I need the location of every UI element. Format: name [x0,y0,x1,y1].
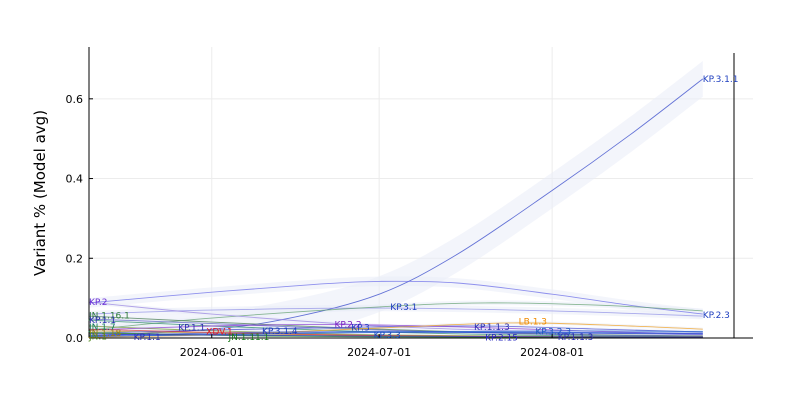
x-tick-label: 2024-07-01 [347,346,411,359]
band-JN.1.11.1 [89,331,703,338]
series-label: JN.1 [88,332,107,342]
y-tick-label: 0.6 [66,93,84,106]
series-label: KP.3.3 [374,331,401,341]
line-KP.3.1.1 [88,78,704,337]
band-KP.2.3 [89,276,703,319]
series-label: KP.1.1 [89,316,116,326]
series-label: KP.1.1.3 [474,323,510,333]
series-label: KP.2.2 [335,320,362,330]
line-KP.2.2 [88,323,703,335]
line-KP.1.1 [88,318,703,337]
series-label: LB.1.3 [519,317,547,327]
series-label: JN.1.18 [88,329,122,339]
band-KP.3 [89,304,703,320]
series-label: XDV.1 [206,328,233,338]
series-label: KP.3.1 [390,303,417,313]
series-label: JN.1.7 [88,323,116,333]
y-tick-label: 0.4 [66,173,84,186]
series-label: KP.1.1 [134,333,161,343]
series-label: KP.3.1.4 [262,327,298,337]
series-labels: KP.3.1.1KP.2.3KP.2JN.1.16.1KP.1.1JN.1.7J… [88,75,738,344]
y-tick-label: 0.2 [66,252,84,265]
y-axis-title: Variant % (Model avg) [31,110,49,276]
series-label: JN.1.11.1 [227,333,269,343]
series-label: KP.2.3 [703,311,730,321]
band-KP.3.1 [89,300,703,333]
x-ticks: 2024-06-01 2024-07-01 2024-08-01 [180,334,584,359]
series-label: KP.3.1.1 [703,75,739,85]
series-label: KP.1.1 [178,324,205,334]
x-tick-label: 2024-08-01 [520,346,584,359]
series-label: KP.2 [89,298,108,308]
y-ticks: 0.0 0.2 0.4 0.6 [66,93,93,345]
line-KP.3.1 [88,302,703,331]
series-label: JN.1.16.1 [88,312,130,322]
line-KP.2.3 [88,280,703,315]
series-label: KP.1.1.3 [558,333,594,343]
series-lines [88,78,704,339]
x-tick-label: 2024-06-01 [180,346,244,359]
series-label: KP.3.2.3 [535,328,571,338]
band-KP.1.1.3 [89,324,703,335]
y-tick-label: 0.0 [66,332,84,345]
series-label: KP.3 [351,324,370,334]
axes [88,47,753,339]
line-KP.2.15 [88,333,703,338]
series-label: KP.2.15 [485,334,518,344]
